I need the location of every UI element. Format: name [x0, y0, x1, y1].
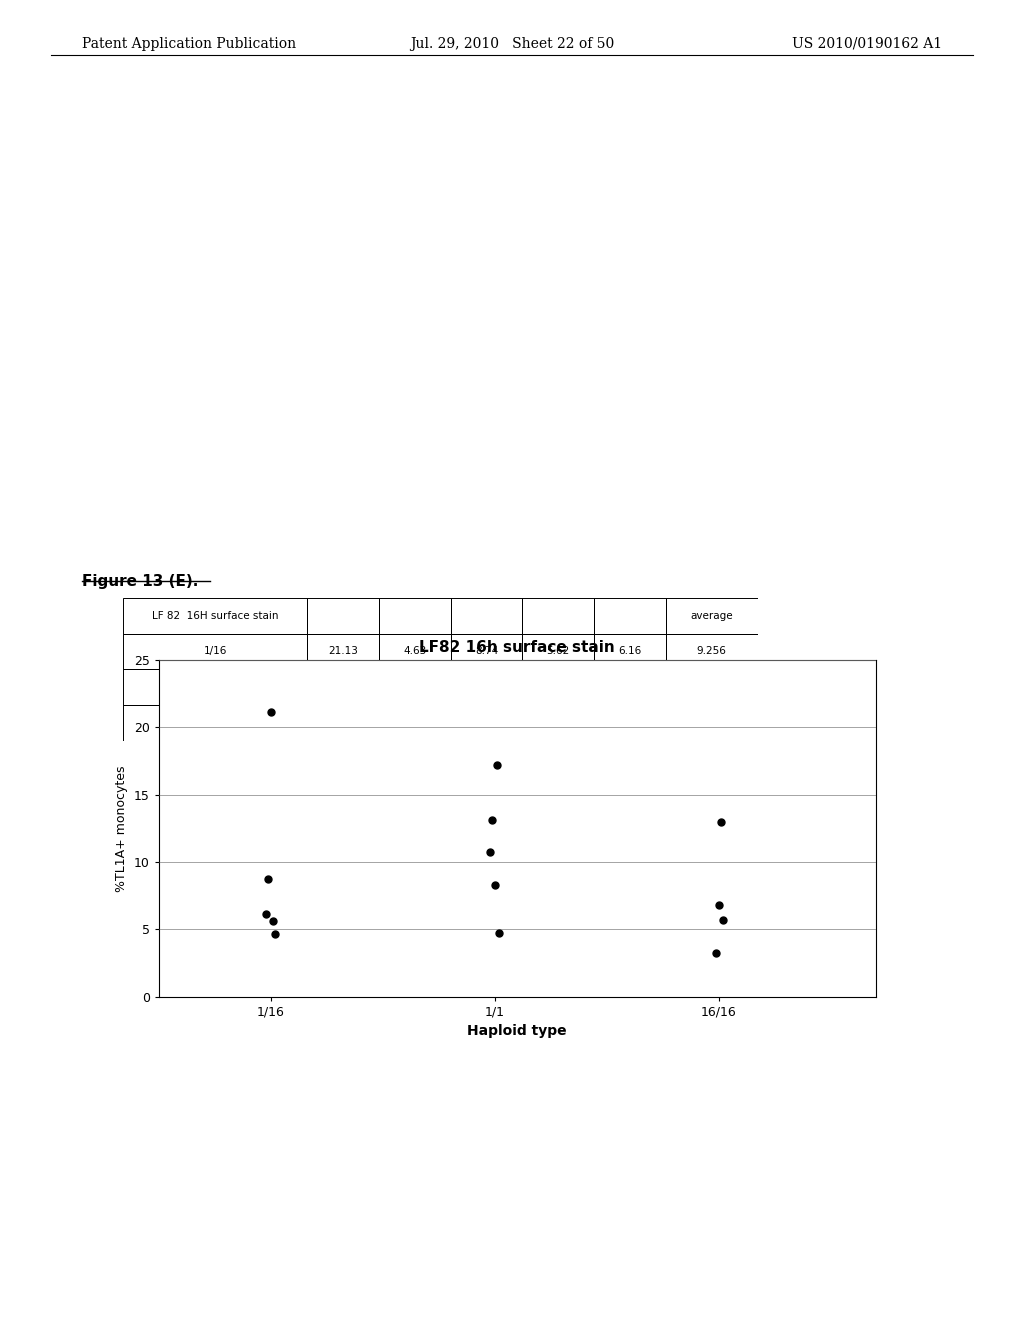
- Text: 8.74: 8.74: [475, 647, 498, 656]
- Bar: [451, 669, 522, 705]
- Bar: [594, 705, 666, 741]
- Text: 10.75: 10.75: [614, 682, 645, 692]
- X-axis label: Haploid type: Haploid type: [467, 1024, 567, 1039]
- Bar: [522, 669, 594, 705]
- Text: LF 82  16H surface stain: LF 82 16H surface stain: [152, 611, 279, 620]
- Bar: [522, 634, 594, 669]
- Bar: [123, 705, 307, 741]
- Bar: [123, 634, 307, 669]
- Text: 8.3: 8.3: [335, 682, 351, 692]
- Text: 17.22: 17.22: [543, 682, 573, 692]
- Point: [713, 812, 729, 833]
- Text: Patent Application Publication: Patent Application Publication: [82, 37, 296, 51]
- Text: 5.62: 5.62: [547, 647, 569, 656]
- Point: [262, 701, 279, 722]
- Bar: [307, 705, 379, 741]
- Bar: [379, 669, 451, 705]
- Text: 12.96: 12.96: [614, 718, 645, 727]
- Bar: [594, 669, 666, 705]
- Text: 9.256: 9.256: [696, 647, 727, 656]
- Text: 16/16: 16/16: [200, 718, 230, 727]
- Text: 6.77: 6.77: [332, 718, 354, 727]
- Bar: [379, 598, 451, 634]
- Text: 5.71: 5.71: [475, 718, 498, 727]
- Point: [492, 923, 508, 944]
- Point: [265, 911, 282, 932]
- Point: [488, 754, 505, 775]
- Text: Figure 13 (E).: Figure 13 (E).: [82, 574, 199, 589]
- Point: [484, 809, 501, 830]
- Point: [486, 874, 503, 895]
- Point: [715, 909, 731, 931]
- Text: average: average: [690, 611, 733, 620]
- Text: 21.13: 21.13: [328, 647, 358, 656]
- Bar: [666, 634, 758, 669]
- Bar: [451, 705, 522, 741]
- Bar: [666, 669, 758, 705]
- Text: 13.13: 13.13: [471, 682, 502, 692]
- Bar: [451, 598, 522, 634]
- Bar: [307, 634, 379, 669]
- Bar: [522, 705, 594, 741]
- Bar: [594, 598, 666, 634]
- Text: 7.175: 7.175: [696, 718, 727, 727]
- Bar: [594, 634, 666, 669]
- Bar: [666, 598, 758, 634]
- Title: LF82 16h surface stain: LF82 16h surface stain: [419, 640, 615, 655]
- Point: [267, 924, 284, 945]
- Bar: [123, 598, 307, 634]
- Bar: [123, 669, 307, 705]
- Bar: [307, 669, 379, 705]
- Point: [260, 869, 276, 890]
- Text: Jul. 29, 2010   Sheet 22 of 50: Jul. 29, 2010 Sheet 22 of 50: [410, 37, 614, 51]
- Bar: [379, 634, 451, 669]
- Text: 1/1: 1/1: [207, 682, 223, 692]
- Text: 1/16: 1/16: [204, 647, 226, 656]
- Text: US 2010/0190162 A1: US 2010/0190162 A1: [792, 37, 942, 51]
- Bar: [522, 598, 594, 634]
- Bar: [451, 634, 522, 669]
- Point: [482, 841, 499, 862]
- Point: [711, 895, 727, 916]
- Text: 10.824: 10.824: [693, 682, 730, 692]
- Bar: [307, 598, 379, 634]
- Text: 4.63: 4.63: [403, 647, 426, 656]
- Text: 4.72: 4.72: [403, 682, 426, 692]
- Text: 6.16: 6.16: [618, 647, 641, 656]
- Bar: [666, 705, 758, 741]
- Text: 3.26: 3.26: [547, 718, 569, 727]
- Y-axis label: %TL1A+ monocytes: %TL1A+ monocytes: [116, 766, 128, 891]
- Bar: [379, 705, 451, 741]
- Point: [709, 942, 725, 964]
- Point: [258, 903, 274, 924]
